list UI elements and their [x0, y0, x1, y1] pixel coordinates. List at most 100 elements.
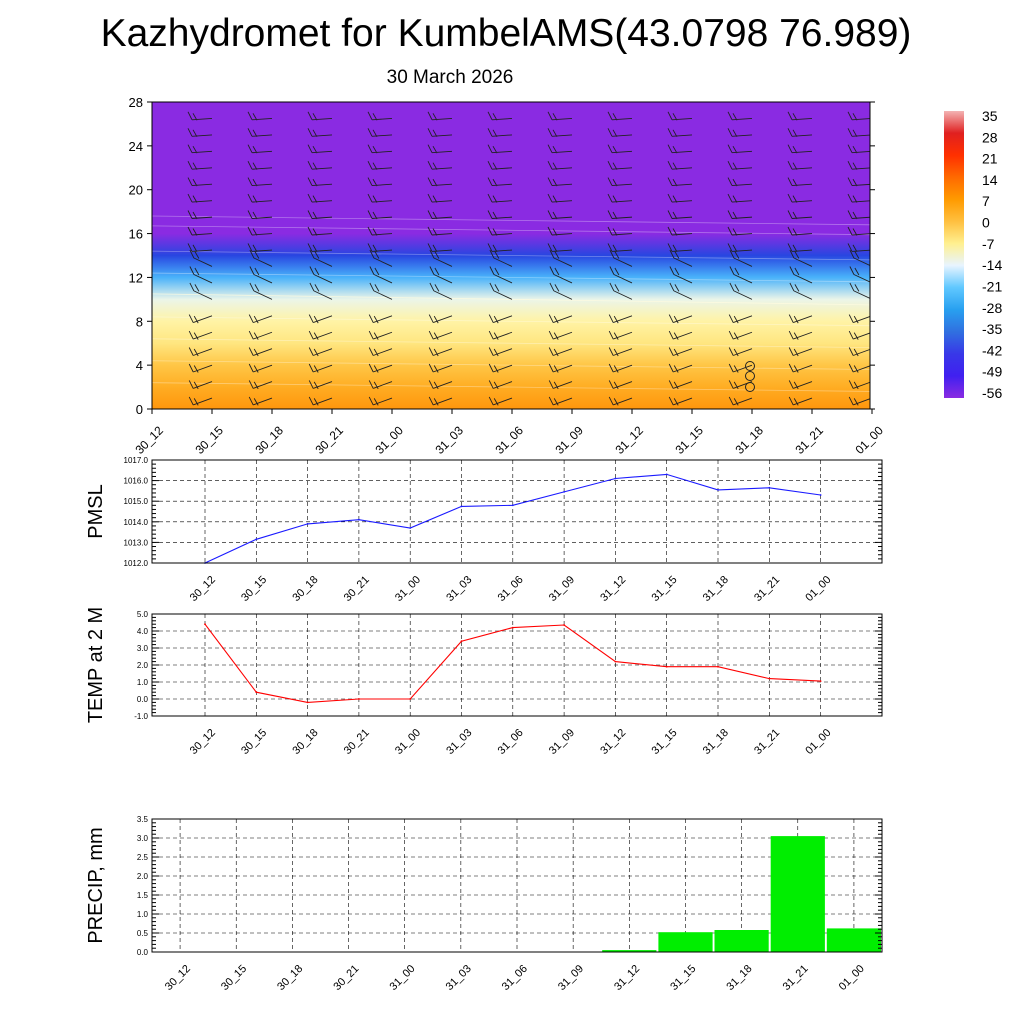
wind-barb — [728, 396, 753, 406]
wind-barb — [307, 111, 333, 121]
wind-barb — [427, 128, 453, 138]
wind-barb — [368, 330, 393, 340]
x-tick-label: 30_15 — [219, 963, 249, 993]
wind-barb — [487, 128, 513, 138]
wind-barb — [547, 144, 573, 154]
x-tick-label: 30_21 — [342, 727, 372, 757]
x-tick-label: 31_03 — [444, 574, 474, 604]
wind-barb — [247, 128, 273, 138]
wind-barb — [848, 363, 870, 373]
wind-barb — [368, 347, 393, 357]
x-tick-label: 31_03 — [444, 727, 474, 757]
x-tick-label: 30_12 — [188, 727, 218, 757]
x-tick-label: 31_06 — [492, 423, 526, 457]
y-axis-label: PMSL — [85, 484, 107, 538]
wind-barb — [787, 193, 813, 203]
x-tick-label: 31_00 — [388, 963, 418, 993]
x-tick-label: 31_09 — [547, 574, 577, 604]
x-tick-label: 31_09 — [556, 963, 586, 993]
wind-barb — [669, 249, 693, 267]
x-tick-label: 01_00 — [852, 423, 886, 457]
x-tick-label: 30_15 — [239, 727, 269, 757]
x-tick-label: 31_18 — [701, 727, 731, 757]
wind-barb — [427, 243, 453, 253]
wind-barb — [427, 160, 453, 170]
wind-barb — [548, 363, 573, 373]
y-tick-label: 1017.0 — [124, 456, 149, 465]
wind-barb — [188, 363, 213, 373]
wind-barb — [367, 144, 393, 154]
precip-panel: 0.0 0.5 1.0 1.5 2.0 2.5 3.0 3.5 30_12 30_15 30_18 3… — [85, 815, 883, 993]
wind-barb — [248, 347, 273, 357]
contour-line — [152, 338, 870, 348]
colorbar-fill — [944, 111, 964, 398]
x-tick-label: 30_12 — [188, 574, 218, 604]
wind-barb — [667, 210, 693, 220]
wind-barb — [488, 363, 513, 373]
wind-barb — [607, 177, 633, 187]
wind-barb — [152, 118, 153, 119]
y-tick-label: 28 — [129, 95, 143, 110]
wind-barb — [368, 380, 393, 390]
colorbar-label: -49 — [982, 364, 1002, 380]
wind-barb — [367, 128, 393, 138]
wind-barb — [308, 396, 333, 406]
wind-barb — [187, 210, 213, 220]
wind-barb — [848, 396, 870, 406]
wind-barb — [728, 347, 753, 357]
wind-barb — [729, 249, 753, 267]
wind-barb — [547, 177, 573, 187]
precip-bar — [770, 836, 825, 952]
wind-barb — [609, 282, 633, 300]
wind-barb — [427, 226, 453, 236]
wind-barb — [788, 363, 813, 373]
x-tick-label: 01_00 — [837, 963, 867, 993]
wind-barb — [847, 210, 870, 220]
data-point — [768, 677, 771, 680]
wind-barb — [188, 380, 213, 390]
wind-barb — [152, 250, 153, 251]
pmsl-panel: 1012.0 1013.0 1014.0 1015.0 1016.0 1017.0 30_1… — [85, 456, 883, 604]
y-tick-label: 3.5 — [137, 815, 149, 824]
data-point — [717, 489, 719, 491]
x-tick-label: 31_06 — [500, 963, 530, 993]
data-point — [563, 491, 565, 493]
wind-barb — [152, 348, 153, 350]
data-point — [358, 518, 360, 521]
temperature-field — [152, 102, 870, 409]
wind-barb — [549, 282, 573, 300]
wind-barb — [369, 266, 393, 284]
x-tick-label: 30_12 — [163, 963, 193, 993]
colorbar-label: 0 — [982, 215, 990, 231]
wind-barb — [188, 314, 213, 324]
data-point — [511, 626, 514, 629]
wind-barb — [667, 193, 693, 203]
wind-barb — [307, 226, 333, 236]
wind-barb — [547, 160, 573, 170]
wind-barb — [309, 249, 333, 267]
x-tick-label: 31_12 — [598, 727, 628, 757]
wind-barb — [667, 243, 693, 253]
y-tick-label: 24 — [129, 139, 143, 154]
wind-barb — [848, 330, 870, 340]
wind-barb — [368, 396, 393, 406]
colorbar-label: -56 — [982, 385, 1002, 401]
wind-barb — [847, 177, 870, 187]
x-tick-label: 31_15 — [650, 574, 680, 604]
wind-barb — [608, 314, 633, 324]
x-tick-label: 31_09 — [552, 423, 586, 457]
data-point — [306, 701, 309, 704]
precip-bar — [658, 932, 713, 952]
contour-lines — [152, 215, 870, 392]
wind-barb — [547, 243, 573, 253]
y-tick-label: 2.0 — [137, 661, 149, 670]
y-tick-label: 1015.0 — [124, 497, 149, 506]
wind-barb — [487, 111, 513, 121]
wind-barb — [308, 314, 333, 324]
wind-barb — [668, 396, 693, 406]
calm-wind-circle — [745, 371, 755, 381]
contour-line — [152, 250, 870, 261]
y-tick-label: 16 — [129, 227, 143, 242]
upper-air-panel: 0 4 8 12 16 20 24 28 30_12 30_15 30_18 30_21 31_00 31… — [129, 95, 887, 457]
wind-barb — [548, 330, 573, 340]
